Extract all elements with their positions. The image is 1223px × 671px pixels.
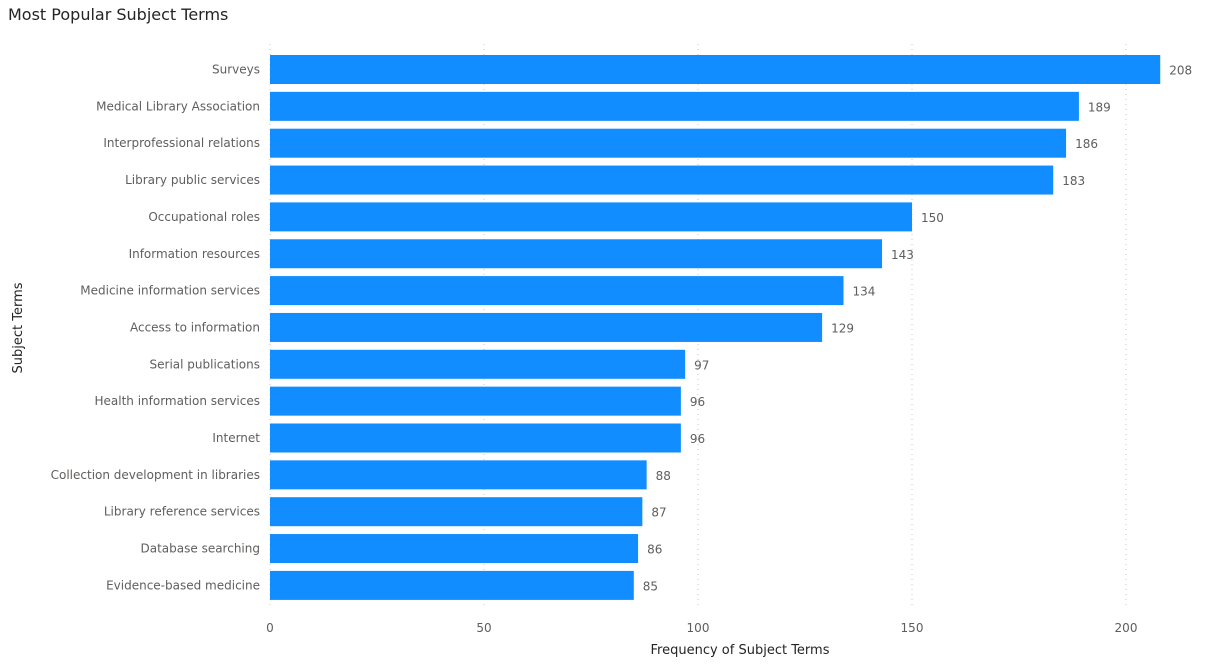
data-label: 186 <box>1075 137 1098 151</box>
data-label: 86 <box>647 543 662 557</box>
bar[interactable] <box>270 312 823 342</box>
data-label: 96 <box>690 432 705 446</box>
category-label: Internet <box>212 431 260 445</box>
y-axis-title: Subject Terms <box>11 282 26 373</box>
data-label: 183 <box>1062 174 1085 188</box>
x-tick-label: 100 <box>687 621 710 635</box>
category-label: Surveys <box>212 63 260 77</box>
x-axis-title: Frequency of Subject Terms <box>651 643 830 658</box>
chart-title: Most Popular Subject Terms <box>8 5 229 24</box>
category-label: Evidence-based medicine <box>106 578 260 592</box>
category-label: Occupational roles <box>148 210 260 224</box>
x-tick-label: 150 <box>901 621 924 635</box>
data-label: 129 <box>831 321 854 335</box>
data-label: 97 <box>694 358 709 372</box>
x-tick-label: 0 <box>266 621 274 635</box>
category-label: Medical Library Association <box>96 99 260 113</box>
data-label: 85 <box>643 579 658 593</box>
category-label: Medicine information services <box>80 284 260 298</box>
bar[interactable] <box>270 55 1161 84</box>
bar[interactable] <box>270 349 686 379</box>
data-label: 87 <box>651 506 666 520</box>
x-tick-label: 50 <box>476 621 491 635</box>
category-label: Access to information <box>130 320 260 334</box>
bar[interactable] <box>270 276 844 306</box>
bar[interactable] <box>270 91 1079 121</box>
bar[interactable] <box>270 534 639 564</box>
data-label: 88 <box>656 469 671 483</box>
category-label: Interprofessional relations <box>103 136 260 150</box>
category-label: Collection development in libraries <box>51 468 260 482</box>
bar[interactable] <box>270 386 681 416</box>
bar[interactable] <box>270 423 681 453</box>
category-label: Serial publications <box>150 357 260 371</box>
x-tick-label: 200 <box>1115 621 1138 635</box>
data-label: 208 <box>1169 64 1192 78</box>
bar[interactable] <box>270 570 634 600</box>
category-label: Database searching <box>141 542 261 556</box>
category-label: Library reference services <box>104 505 260 519</box>
data-label: 96 <box>690 395 705 409</box>
bar[interactable] <box>270 239 883 269</box>
bar[interactable] <box>270 165 1054 195</box>
data-label: 134 <box>853 285 876 299</box>
category-label: Health information services <box>94 394 260 408</box>
bar[interactable] <box>270 128 1067 158</box>
bar[interactable] <box>270 460 647 490</box>
data-label: 150 <box>921 211 944 225</box>
bar[interactable] <box>270 497 643 527</box>
category-label: Information resources <box>129 247 260 261</box>
category-label: Library public services <box>125 173 260 187</box>
data-label: 189 <box>1088 100 1111 114</box>
bar[interactable] <box>270 202 912 232</box>
data-label: 143 <box>891 248 914 262</box>
